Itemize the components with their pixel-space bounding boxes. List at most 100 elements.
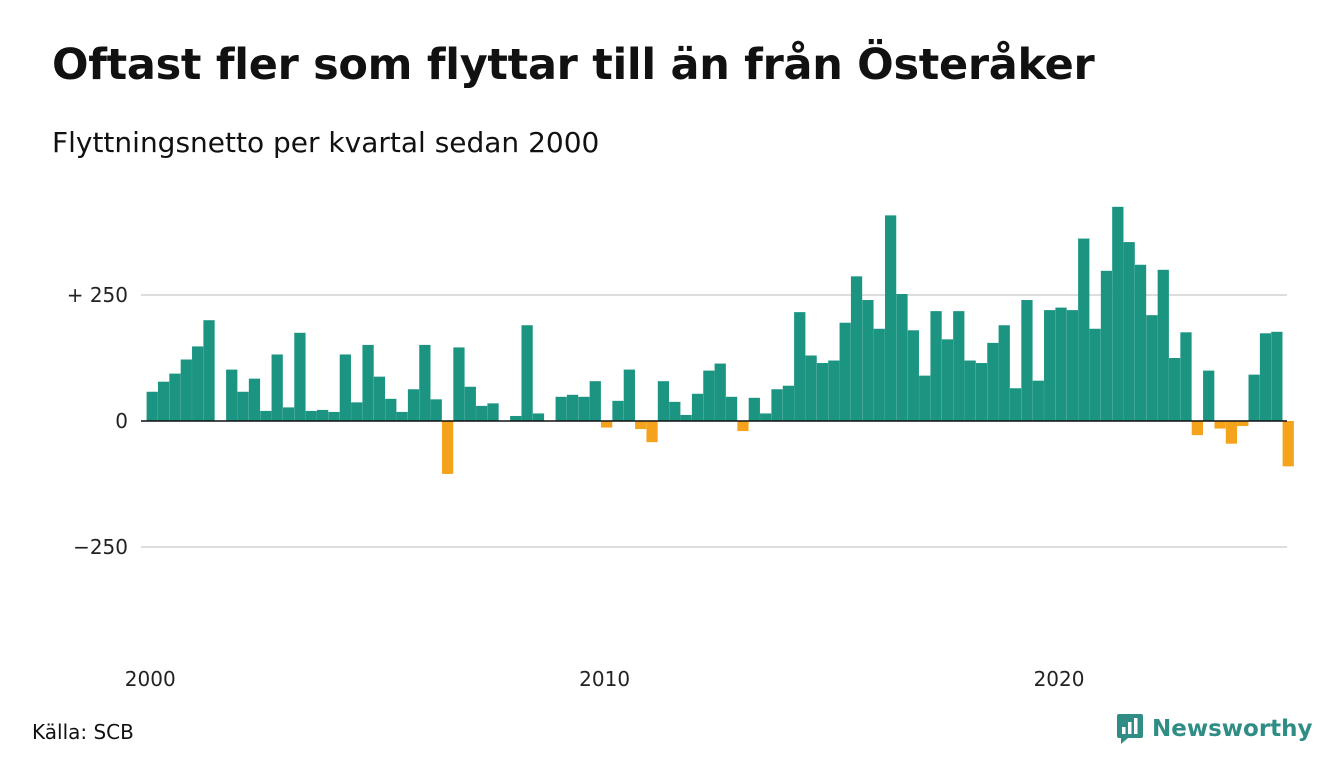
bar xyxy=(1123,242,1135,421)
y-tick-label: 0 xyxy=(115,409,128,433)
bar xyxy=(453,347,465,421)
bar xyxy=(464,386,476,421)
bar xyxy=(680,414,692,421)
bar xyxy=(1044,310,1056,421)
bar xyxy=(760,413,772,421)
bar xyxy=(521,325,533,421)
bar xyxy=(260,410,272,421)
bar xyxy=(487,403,499,421)
bar xyxy=(635,421,647,430)
bar xyxy=(282,407,295,421)
bar xyxy=(1055,307,1067,421)
bar xyxy=(850,276,863,421)
bar xyxy=(373,376,386,421)
chart-title: Oftast fler som flyttar till än från Öst… xyxy=(52,40,1095,90)
bar xyxy=(192,346,204,421)
bar xyxy=(623,369,635,421)
bar xyxy=(237,391,249,421)
bar xyxy=(657,381,670,421)
bar xyxy=(646,421,658,443)
y-tick-labels: + 250 0 −250 xyxy=(67,283,128,559)
bar xyxy=(1066,310,1079,421)
bar xyxy=(396,411,408,421)
bar xyxy=(839,322,851,421)
bar xyxy=(896,293,908,421)
bar xyxy=(703,370,715,421)
bar xyxy=(828,360,840,421)
bar xyxy=(669,401,681,421)
bar xyxy=(1225,421,1238,444)
bar xyxy=(714,363,726,421)
bar xyxy=(510,415,522,421)
bar xyxy=(476,405,488,421)
bar xyxy=(930,311,942,421)
bar xyxy=(578,396,590,421)
bar xyxy=(362,344,374,421)
bar xyxy=(339,354,351,421)
brand[interactable]: Newsworthy xyxy=(1116,712,1313,746)
bar xyxy=(1021,300,1033,421)
bar xyxy=(1169,358,1181,421)
bar xyxy=(407,389,420,421)
bar xyxy=(1191,421,1203,436)
bar xyxy=(691,393,704,421)
brand-name: Newsworthy xyxy=(1152,716,1313,742)
bar xyxy=(907,330,919,421)
bar xyxy=(794,312,806,421)
chart-subtitle: Flyttningsnetto per kvartal sedan 2000 xyxy=(52,126,600,159)
bar xyxy=(385,398,397,421)
bar xyxy=(953,311,965,421)
bar xyxy=(941,339,954,421)
bar xyxy=(203,320,215,421)
x-tick-label: 2000 xyxy=(125,667,176,691)
bar xyxy=(1146,315,1158,421)
newsworthy-logo-icon xyxy=(1117,714,1143,744)
bar xyxy=(1180,332,1192,421)
y-tick-label: −250 xyxy=(73,535,128,559)
bar xyxy=(248,378,261,421)
bars xyxy=(146,206,1294,474)
bar xyxy=(748,397,760,421)
bar xyxy=(782,385,795,421)
bar xyxy=(146,391,158,421)
bar xyxy=(725,396,738,421)
bar xyxy=(566,394,579,421)
bar xyxy=(919,375,931,421)
bar xyxy=(1237,421,1249,427)
bar xyxy=(987,342,999,421)
x-tick-label: 2020 xyxy=(1034,667,1085,691)
x-tick-label: 2010 xyxy=(579,667,630,691)
bar xyxy=(862,300,874,421)
bar xyxy=(771,389,783,421)
gridlines xyxy=(141,294,1287,548)
bar xyxy=(180,359,192,421)
bar xyxy=(226,369,238,421)
bar xyxy=(1009,388,1022,421)
bar xyxy=(328,411,340,421)
bar xyxy=(351,402,363,421)
bar xyxy=(805,355,817,421)
bar xyxy=(1134,264,1147,421)
bar xyxy=(601,421,613,428)
bar xyxy=(1157,269,1169,421)
bar xyxy=(294,332,306,421)
bar xyxy=(441,421,454,474)
bar xyxy=(612,400,624,421)
bar xyxy=(532,413,545,421)
bar xyxy=(305,410,317,421)
bar xyxy=(1282,421,1294,467)
bar xyxy=(816,363,829,421)
bar xyxy=(169,373,181,421)
bar xyxy=(157,381,170,421)
bar xyxy=(1089,328,1101,421)
x-tick-labels: 2000 2010 2020 xyxy=(125,667,1085,691)
bar xyxy=(885,215,897,421)
bar xyxy=(737,421,749,432)
bar xyxy=(555,396,567,421)
source-credit: Källa: SCB xyxy=(32,720,134,744)
bar xyxy=(317,409,329,421)
bar xyxy=(1032,380,1044,421)
bar xyxy=(1248,374,1260,421)
bar xyxy=(1112,206,1124,421)
